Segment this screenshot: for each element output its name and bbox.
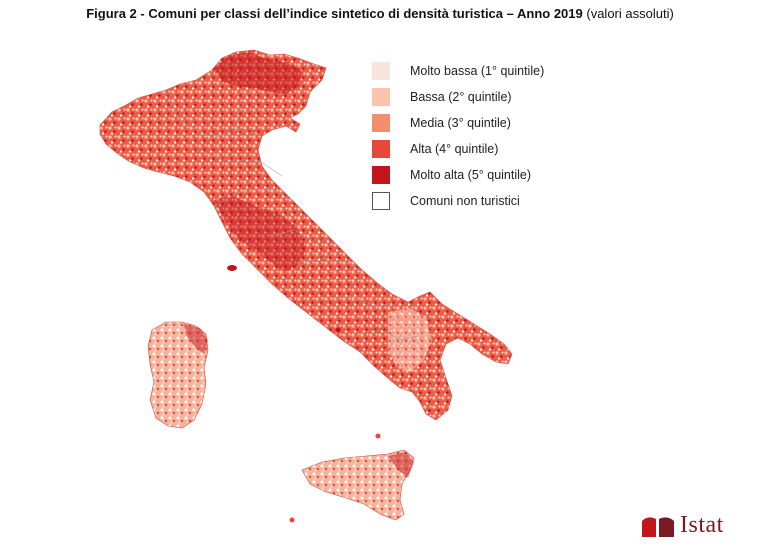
map-island-elba — [227, 265, 237, 271]
legend-swatch — [372, 166, 390, 184]
legend-swatch — [372, 114, 390, 132]
legend-item-molto-alta: Molto alta (5° quintile) — [372, 162, 602, 188]
legend-swatch — [372, 140, 390, 158]
legend-label: Alta (4° quintile) — [410, 142, 499, 156]
legend-label: Comuni non turistici — [410, 194, 520, 208]
figure-title-normal: (valori assoluti) — [586, 6, 674, 21]
map-legend: Molto bassa (1° quintile) Bassa (2° quin… — [372, 58, 602, 214]
map-island-pantelleria — [289, 517, 295, 523]
legend-label: Molto bassa (1° quintile) — [410, 64, 545, 78]
italy-map — [90, 38, 530, 538]
map-cluster-alps — [214, 52, 302, 94]
figure-title: Figura 2 - Comuni per classi dell’indice… — [0, 6, 760, 21]
italy-map-svg — [99, 49, 513, 523]
legend-item-media: Media (3° quintile) — [372, 110, 602, 136]
legend-swatch — [372, 62, 390, 80]
map-region-borders — [167, 89, 441, 403]
istat-logo-text: Istat — [680, 512, 724, 538]
legend-label: Bassa (2° quintile) — [410, 90, 512, 104]
legend-item-alta: Alta (4° quintile) — [372, 136, 602, 162]
figure-title-bold: Figura 2 - Comuni per classi dell’indice… — [86, 6, 583, 21]
map-island-aeolian — [375, 433, 381, 439]
map-cluster-sicily-east — [388, 452, 414, 478]
legend-swatch — [372, 192, 390, 210]
map-region-sicily — [301, 449, 415, 521]
map-region-sardinia — [147, 321, 209, 429]
legend-label: Molto alta (5° quintile) — [410, 168, 532, 182]
istat-logo: Istat — [640, 512, 724, 539]
map-cluster-tuscany — [214, 196, 306, 272]
legend-item-bassa: Bassa (2° quintile) — [372, 84, 602, 110]
map-island-capri — [335, 327, 341, 333]
legend-swatch — [372, 88, 390, 106]
istat-logo-mark — [642, 516, 674, 537]
legend-item-molto-bassa: Molto bassa (1° quintile) — [372, 58, 602, 84]
map-cluster-south-light — [388, 308, 432, 372]
legend-label: Media (3° quintile) — [410, 116, 511, 130]
legend-item-non-turistici: Comuni non turistici — [372, 188, 602, 214]
map-cluster-sardinia-coast — [184, 324, 208, 354]
